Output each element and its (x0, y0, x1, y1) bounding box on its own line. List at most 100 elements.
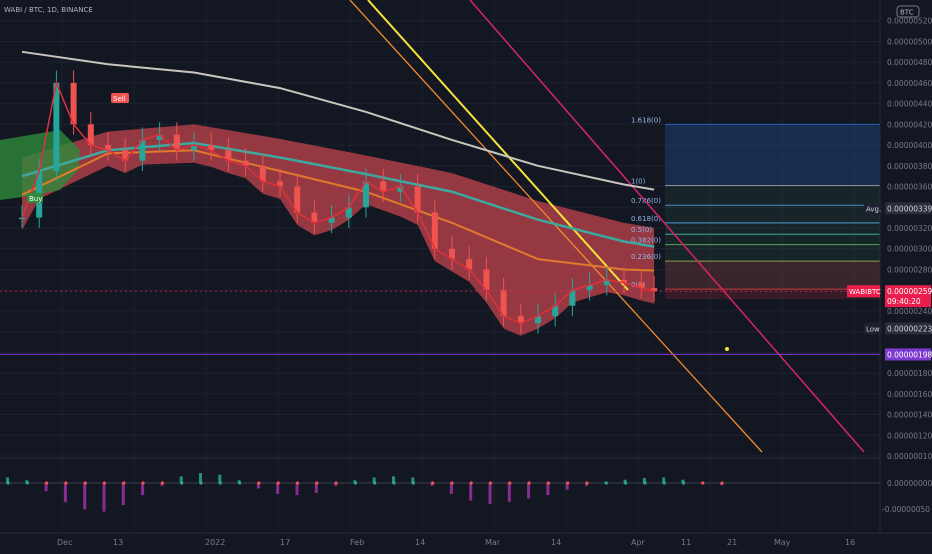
candle-body (208, 145, 215, 151)
candle-body (156, 134, 163, 140)
osc-signal-dot (102, 481, 107, 485)
time-tick-label: 14 (551, 538, 561, 547)
osc-bar (392, 476, 395, 483)
osc-signal-dot (83, 481, 87, 485)
candle-body (414, 186, 421, 213)
osc-signal-dot (720, 481, 724, 485)
low-price-tag (885, 322, 931, 335)
symbol-tag-label: WABIBTC (849, 288, 881, 296)
osc-bar (314, 483, 318, 493)
osc-signal-dot (585, 481, 589, 485)
time-tick-label: Mar (485, 538, 501, 547)
candle-body (569, 290, 576, 306)
osc-tick-label: -0.00000050 (882, 505, 930, 514)
symbol-header: WABI / BTC, 1D, BINANCE (4, 6, 93, 14)
trendline-orange[interactable] (349, 0, 763, 453)
osc-bar (6, 477, 9, 483)
price-tick-label: 0.00000520 (887, 17, 932, 26)
time-tick-label: 13 (113, 538, 123, 547)
osc-signal-dot (180, 481, 184, 485)
fib-level-label: 0.382(0) (631, 237, 661, 245)
candle-body (105, 145, 111, 151)
candle-body (242, 160, 249, 166)
candle-body (53, 82, 60, 171)
osc-signal-dot (199, 481, 203, 485)
candle-body (449, 248, 455, 260)
osc-bar (121, 483, 125, 505)
fib-level-label: 1(0) (631, 178, 646, 186)
buy-signal-badge (27, 193, 43, 203)
candle-body (621, 279, 627, 283)
low-price-value: 0.00000223 (887, 325, 932, 334)
currency-badge-label: BTC (900, 9, 914, 17)
osc-signal-dot (392, 481, 396, 485)
time-tick-label: 21 (727, 538, 737, 547)
price-tick-label: 0.00000460 (887, 79, 932, 88)
candle-body (586, 285, 593, 291)
osc-bar (218, 474, 222, 483)
osc-signal-dot (373, 481, 377, 485)
fib-zone-upper (665, 124, 880, 186)
price-tick-label: 0.00000320 (887, 224, 932, 233)
price-tick-label: 0.00000360 (887, 183, 932, 192)
osc-signal-dot (122, 481, 126, 485)
trendline-yellow[interactable] (367, 0, 629, 291)
osc-bar (527, 483, 531, 499)
trendline-magenta[interactable] (469, 0, 865, 453)
time-tick-label: Feb (350, 538, 364, 547)
candle-body (19, 217, 25, 220)
osc-signal-dot (411, 481, 415, 485)
osc-signal-dot (643, 481, 647, 485)
osc-bar (662, 477, 666, 483)
osc-signal-dot (295, 481, 300, 485)
avg-tag-bg (864, 202, 882, 215)
osc-bar (276, 483, 280, 494)
osc-bar (565, 483, 569, 490)
price-tick-label: 0.00000120 (887, 431, 932, 440)
osc-signal-dot (25, 481, 29, 485)
candle-body (397, 186, 404, 192)
candle-body (294, 186, 301, 213)
current-price-value: 0.00000259 (887, 287, 932, 296)
osc-signal-dot (353, 481, 357, 485)
candle-body (552, 305, 559, 317)
time-tick-label: 11 (681, 538, 691, 547)
osc-bar (102, 483, 106, 512)
bar-countdown: 09:40:20 (887, 297, 921, 306)
osc-bar (256, 483, 260, 489)
price-tick-label: 0.00000280 (887, 265, 932, 274)
candle-body (363, 181, 369, 208)
price-tick-label: 0.00000140 (887, 411, 932, 420)
candle-body (431, 212, 438, 249)
price-tick-label: 0.00000240 (887, 307, 932, 316)
osc-signal-dot (566, 481, 570, 485)
currency-badge[interactable] (896, 5, 920, 18)
osc-signal-dot (257, 481, 261, 485)
osc-signal-dot (527, 481, 531, 485)
osc-bar (469, 483, 473, 501)
osc-bar (642, 478, 646, 483)
candle-body (651, 288, 658, 292)
candle-body (380, 181, 387, 192)
sell-signal-label: Sell (113, 95, 126, 103)
candle-body (603, 279, 610, 285)
candle-body (483, 269, 490, 291)
fib-level-label: 1.618(0) (631, 116, 661, 124)
osc-signal-dot (508, 481, 512, 485)
marker-dot (725, 347, 729, 351)
fib-level-label: 0.5(0) (631, 226, 652, 234)
price-axis-bg (880, 0, 932, 550)
price-tick-label: 0.00000380 (887, 162, 932, 171)
osc-bar (546, 483, 550, 496)
candle-body (87, 124, 94, 146)
osc-bar (44, 483, 48, 492)
candle-body (311, 212, 318, 223)
candle-body (277, 181, 283, 187)
time-tick-label: 2022 (205, 538, 225, 547)
osc-signal-dot (160, 481, 164, 485)
time-tick-label: 17 (280, 538, 290, 547)
candle-body (328, 217, 335, 223)
sell-signal-badge (111, 93, 129, 103)
osc-bar (449, 483, 453, 494)
